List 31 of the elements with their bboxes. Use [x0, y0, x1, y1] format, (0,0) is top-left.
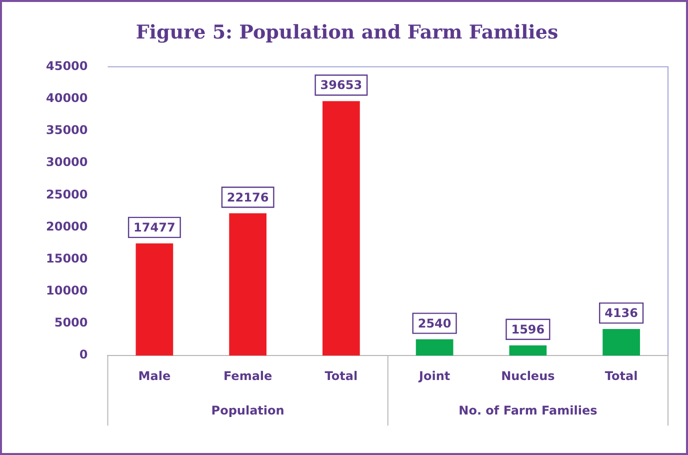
bar [602, 329, 640, 356]
bar [416, 339, 454, 356]
chart-title: Figure 5: Population and Farm Families [136, 21, 558, 44]
y-tick-label: 40000 [46, 91, 88, 106]
x-tick-label: Male [138, 368, 171, 383]
y-tick-label: 45000 [46, 58, 88, 73]
x-tick-label: Nucleus [501, 368, 555, 383]
x-tick-label: Total [324, 368, 358, 383]
bar [509, 345, 547, 356]
bar [229, 213, 266, 356]
y-tick-label: 20000 [46, 219, 88, 234]
x-tick-label: Total [604, 368, 638, 383]
x-tick-label: Joint [418, 368, 450, 383]
y-tick-label: 30000 [46, 155, 88, 170]
bar [136, 243, 174, 356]
bar [322, 101, 360, 356]
y-tick-label: 5000 [54, 316, 88, 330]
text: Population [211, 404, 284, 418]
y-tick-label: 35000 [46, 123, 88, 138]
data-label: 4136 [604, 306, 638, 320]
data-label: 2540 [418, 316, 452, 330]
data-label: 17477 [134, 220, 176, 235]
x-tick-label: Female [223, 368, 272, 383]
y-tick-label: 0 [79, 348, 88, 362]
y-tick-label: 15000 [46, 251, 88, 266]
data-label: 39653 [320, 78, 362, 92]
data-label: 22176 [226, 190, 269, 204]
y-tick-label: 10000 [46, 284, 88, 298]
text: No. of Farm Families [458, 404, 598, 418]
data-label: 1596 [511, 322, 545, 336]
y-tick-label: 25000 [46, 187, 88, 202]
